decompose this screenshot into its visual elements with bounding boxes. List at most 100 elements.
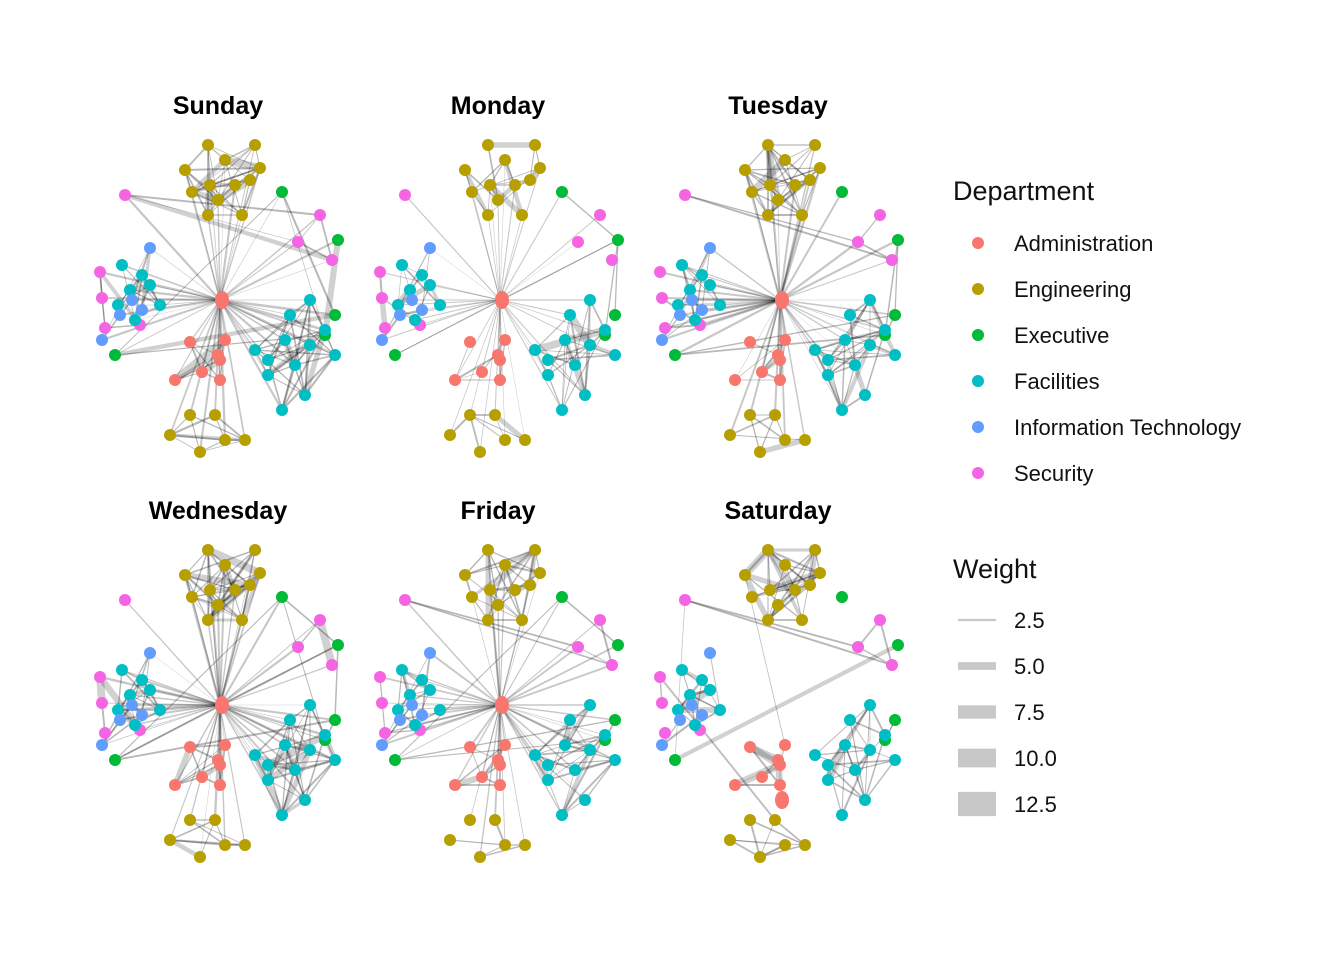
edge — [547, 779, 563, 816]
node — [779, 434, 791, 446]
node — [672, 299, 684, 311]
edge — [757, 437, 808, 455]
edge — [674, 298, 781, 357]
edge — [134, 704, 221, 726]
node — [556, 591, 568, 603]
panel-title: Sunday — [173, 92, 263, 120]
node — [262, 759, 274, 771]
edge — [209, 184, 243, 216]
node — [434, 704, 446, 716]
edge — [207, 549, 211, 591]
edge — [281, 704, 311, 816]
node — [762, 614, 774, 626]
edge — [334, 644, 339, 721]
node — [744, 336, 756, 348]
edge — [174, 744, 226, 786]
node — [814, 162, 826, 174]
edge — [547, 749, 591, 781]
node — [499, 739, 511, 751]
node — [184, 336, 196, 348]
node — [679, 189, 691, 201]
edge — [774, 819, 806, 846]
edge — [464, 564, 506, 576]
edge — [219, 589, 236, 706]
edge — [499, 704, 586, 801]
edge — [766, 144, 782, 301]
edge — [267, 719, 291, 781]
node — [729, 374, 741, 386]
edge — [219, 299, 326, 336]
node — [529, 544, 541, 556]
edge — [421, 299, 501, 311]
edge — [219, 646, 299, 706]
edge — [744, 574, 803, 621]
edge — [219, 299, 246, 441]
edge — [414, 689, 431, 726]
node — [396, 259, 408, 271]
edge — [122, 192, 335, 263]
node — [789, 179, 801, 191]
node — [889, 754, 901, 766]
edge — [219, 584, 251, 706]
edge — [219, 664, 333, 706]
edge — [546, 343, 592, 362]
edge — [499, 704, 526, 846]
edge — [266, 743, 287, 782]
weight-key: 2.5 — [958, 608, 1045, 633]
node — [656, 334, 668, 346]
node — [569, 764, 581, 776]
weight-label: 10.0 — [1014, 746, 1057, 771]
node — [406, 699, 418, 711]
edge — [547, 734, 606, 766]
edge — [767, 179, 811, 216]
node — [374, 266, 386, 278]
edge — [779, 259, 893, 301]
edge — [254, 299, 311, 351]
edge — [487, 214, 501, 301]
edge — [404, 599, 613, 666]
edge — [469, 704, 501, 821]
edge — [159, 703, 221, 712]
edge — [779, 239, 899, 301]
edge — [561, 314, 571, 411]
edge — [744, 167, 821, 171]
edge — [497, 299, 501, 356]
nodes — [654, 139, 904, 458]
node — [696, 269, 708, 281]
node — [609, 714, 621, 726]
node — [559, 334, 571, 346]
node — [374, 671, 386, 683]
edge — [219, 214, 321, 301]
edge — [184, 574, 243, 621]
edge — [561, 191, 619, 241]
node — [114, 714, 126, 726]
edge — [499, 299, 586, 396]
node — [212, 349, 224, 361]
node — [822, 369, 834, 381]
edge — [561, 299, 591, 411]
node — [196, 771, 208, 783]
hub-node — [775, 791, 789, 809]
node — [499, 434, 511, 446]
node — [559, 739, 571, 751]
edge — [779, 299, 843, 411]
node — [214, 779, 226, 791]
edge — [487, 549, 541, 574]
node — [244, 579, 256, 591]
edge — [814, 704, 871, 756]
edge — [759, 414, 776, 453]
edge — [134, 284, 151, 321]
node — [319, 324, 331, 336]
node — [204, 179, 216, 191]
edge — [561, 329, 606, 411]
edge — [489, 184, 501, 301]
edge — [219, 704, 226, 846]
node — [679, 594, 691, 606]
edge — [281, 364, 296, 411]
edge — [499, 704, 506, 846]
node — [864, 744, 876, 756]
edge — [381, 704, 501, 746]
node — [669, 349, 681, 361]
node — [714, 704, 726, 716]
edge — [174, 759, 219, 786]
